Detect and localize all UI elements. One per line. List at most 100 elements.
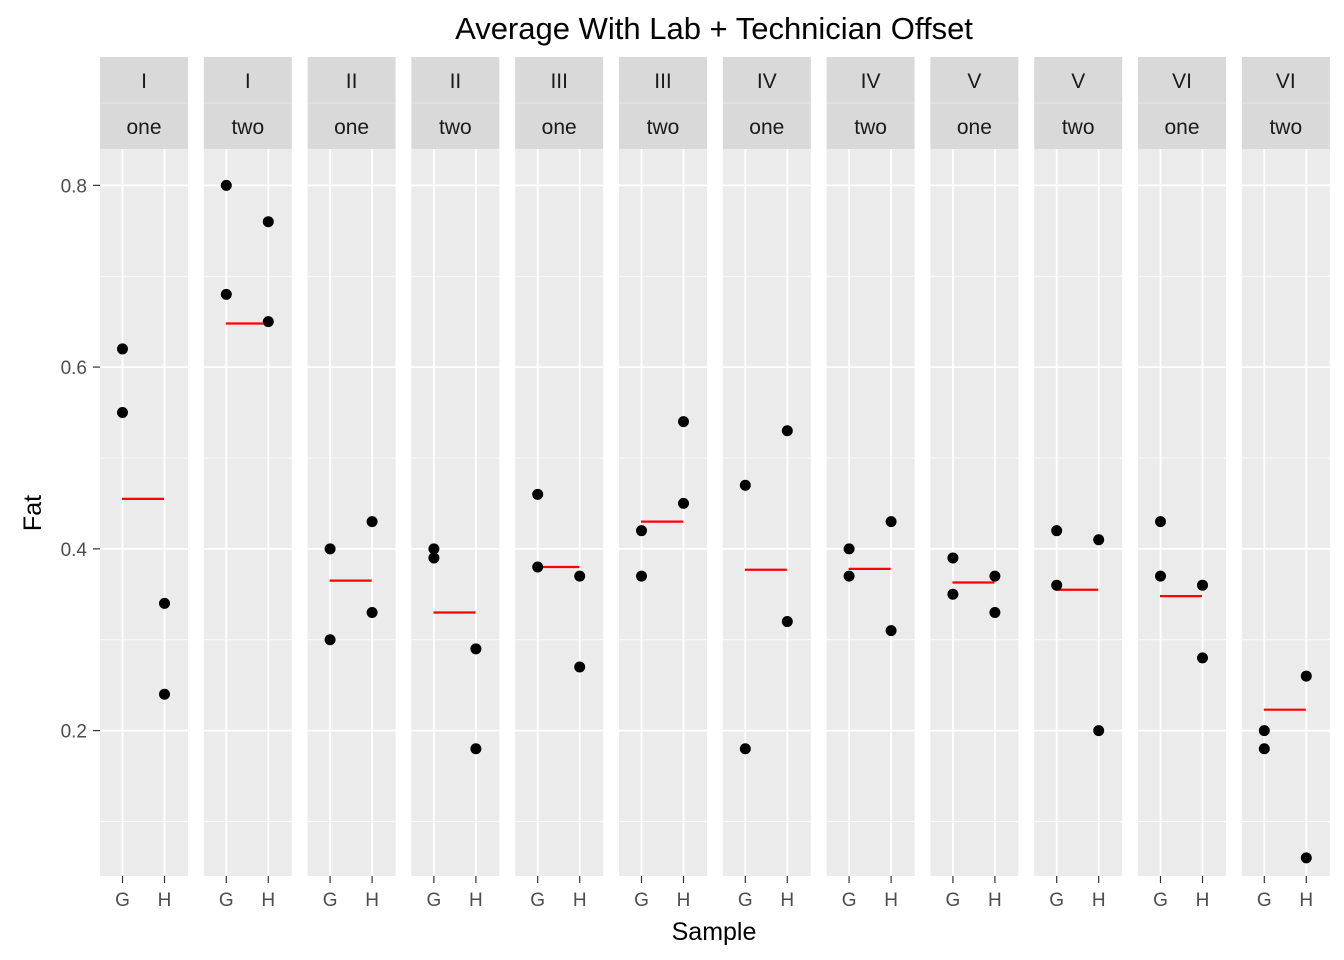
- x-tick-label: H: [573, 890, 587, 911]
- data-point: [885, 516, 897, 528]
- strip-technician-bg: [203, 103, 292, 149]
- data-point: [220, 179, 232, 191]
- panel-background: [619, 149, 707, 876]
- strip-lab-bg: [1034, 57, 1123, 103]
- data-point: [989, 570, 1001, 582]
- y-axis: 0.2 0.4 0.6 0.8: [61, 176, 100, 743]
- strip-lab-bg: [203, 57, 292, 103]
- strip-lab-label: V: [967, 70, 981, 93]
- data-point: [574, 570, 586, 582]
- strip-technician-bg: [1241, 103, 1330, 149]
- x-tick-label: H: [158, 890, 172, 911]
- x-tick-label: G: [115, 890, 130, 911]
- x-tick-label: G: [1257, 890, 1272, 911]
- data-point: [1197, 579, 1208, 591]
- strip-technician-bg: [100, 103, 188, 149]
- data-point: [739, 743, 751, 755]
- x-tick-label: H: [1196, 890, 1210, 911]
- data-point: [678, 416, 689, 428]
- panel-background: [826, 149, 915, 876]
- facet-panel: IV two G H: [826, 57, 915, 911]
- data-point: [470, 643, 482, 655]
- x-axis-title: Sample: [672, 918, 757, 946]
- strip-lab-label: II: [450, 70, 462, 93]
- data-point: [636, 570, 647, 582]
- strip-technician-label: one: [1164, 116, 1199, 139]
- data-point: [159, 597, 170, 609]
- strip-lab-label: III: [654, 70, 672, 93]
- strip-technician-label: two: [1062, 116, 1095, 139]
- strip-technician-label: one: [957, 116, 992, 139]
- data-point: [117, 407, 128, 419]
- strip-lab-bg: [411, 57, 500, 103]
- data-point: [262, 316, 274, 328]
- strip-technician-bg: [930, 103, 1019, 149]
- facet-panel: IV one G H: [722, 57, 811, 911]
- strip-technician-label: one: [749, 116, 784, 139]
- panel-background: [930, 149, 1019, 876]
- x-tick-label: H: [677, 890, 691, 911]
- strip-lab-label: VI: [1276, 70, 1296, 93]
- y-tick-label: 0.6: [61, 358, 87, 379]
- x-tick-label: H: [1299, 890, 1313, 911]
- strip-lab-bg: [826, 57, 915, 103]
- data-point: [781, 425, 793, 437]
- data-point: [1155, 516, 1166, 528]
- strip-lab-bg: [722, 57, 811, 103]
- strip-technician-bg: [307, 103, 396, 149]
- chart-title: Average With Lab + Technician Offset: [455, 11, 973, 46]
- data-point: [781, 616, 793, 628]
- y-tick-label: 0.8: [61, 176, 87, 197]
- facet-panel: II two G H: [411, 57, 500, 911]
- strip-technician-bg: [1138, 103, 1226, 149]
- x-tick-label: H: [469, 890, 483, 911]
- data-point: [220, 288, 232, 300]
- panel-background: [1241, 149, 1330, 876]
- x-tick-label: G: [946, 890, 961, 911]
- data-point: [428, 543, 440, 555]
- data-point: [324, 634, 336, 646]
- x-tick-label: G: [530, 890, 545, 911]
- data-point: [366, 516, 378, 528]
- panel-background: [515, 149, 604, 876]
- strip-lab-bg: [515, 57, 604, 103]
- facet-panel: III two G H: [619, 57, 707, 911]
- data-point: [1258, 725, 1270, 737]
- strip-technician-bg: [515, 103, 604, 149]
- x-tick-label: G: [323, 890, 338, 911]
- x-tick-label: G: [1049, 890, 1064, 911]
- data-point: [885, 625, 897, 637]
- data-point: [1155, 570, 1166, 582]
- panel-background: [1138, 149, 1226, 876]
- strip-lab-label: II: [346, 70, 358, 93]
- strip-technician-label: one: [126, 116, 161, 139]
- strip-lab-bg: [619, 57, 707, 103]
- data-point: [843, 570, 855, 582]
- facet-panel: II one G H: [307, 57, 396, 911]
- panel-background: [1034, 149, 1123, 876]
- data-point: [428, 552, 440, 564]
- data-point: [989, 606, 1001, 618]
- y-tick-label: 0.2: [61, 722, 87, 743]
- data-point: [1093, 534, 1105, 546]
- data-point: [843, 543, 855, 555]
- strip-technician-bg: [722, 103, 811, 149]
- data-point: [678, 497, 689, 509]
- strip-lab-bg: [1241, 57, 1330, 103]
- x-tick-label: G: [634, 890, 649, 911]
- strip-technician-label: two: [647, 116, 680, 139]
- data-point: [532, 488, 544, 500]
- data-point: [262, 216, 274, 228]
- strip-lab-bg: [100, 57, 188, 103]
- panel-background: [411, 149, 500, 876]
- data-point: [574, 661, 586, 673]
- panel-background: [307, 149, 396, 876]
- data-point: [532, 561, 544, 573]
- data-point: [1051, 579, 1063, 591]
- data-point: [1300, 670, 1312, 682]
